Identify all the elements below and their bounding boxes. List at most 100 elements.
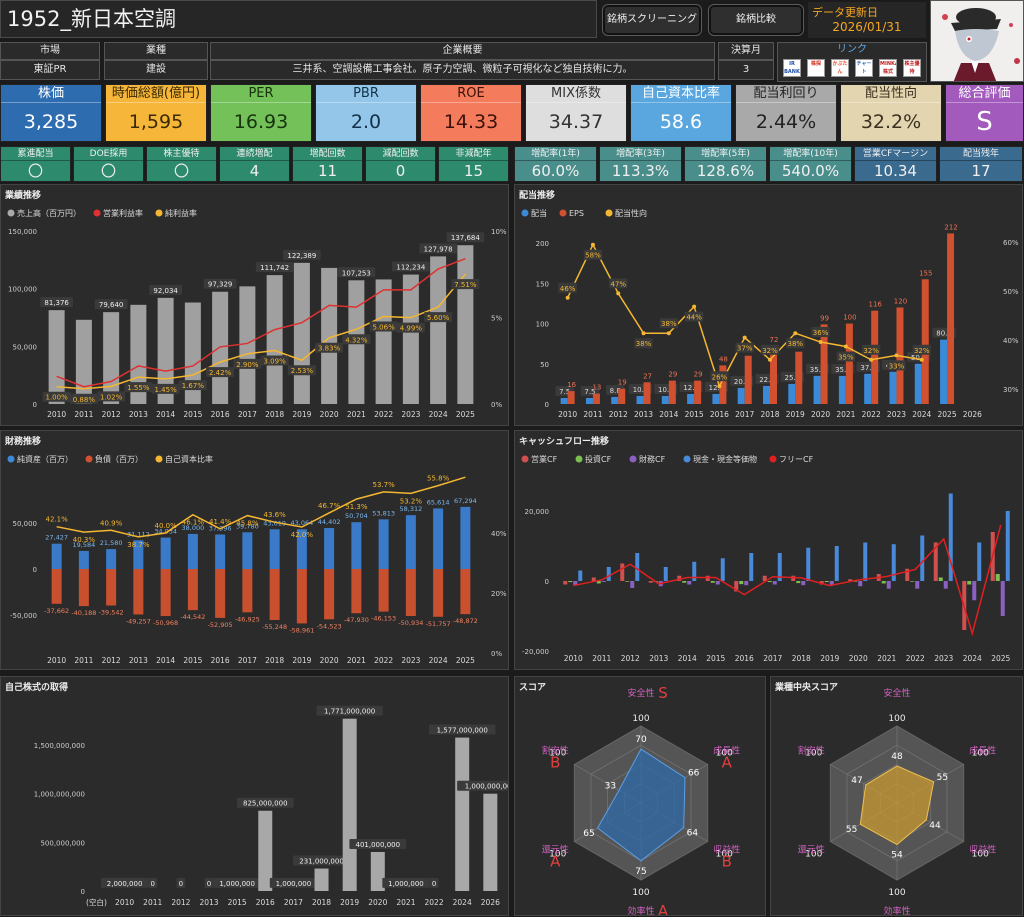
- data-label-bg: [634, 338, 653, 349]
- page-title: 1952_新日本空調: [0, 0, 597, 38]
- cf-title: キャッシュフロー推移: [519, 437, 610, 447]
- x-tick-label: 2020: [320, 656, 339, 665]
- y2-tick-label: 50%: [1003, 288, 1019, 296]
- legend-marker: [155, 209, 163, 217]
- link-icon[interactable]: 株探: [807, 59, 825, 77]
- buyback-label: 0: [432, 880, 436, 888]
- debt-bar: [405, 569, 416, 617]
- op-cf-bar: [591, 577, 596, 581]
- x-tick-label: 2018: [312, 898, 331, 907]
- dividend-label: 7.5: [584, 388, 595, 396]
- equity-bar: [160, 537, 171, 569]
- op-cf-bar: [848, 579, 853, 581]
- eps-bar: [694, 380, 702, 404]
- link-icon[interactable]: 株主優待: [903, 59, 921, 77]
- link-icon[interactable]: かぶたん: [831, 59, 849, 77]
- op-cf-bar: [648, 581, 653, 583]
- equity-bar: [324, 528, 335, 569]
- inv-cf-bar: [796, 581, 801, 584]
- y-tick-label: 0: [81, 888, 85, 896]
- x-tick-label: 2012: [102, 656, 121, 665]
- equity-ratio-line: [56, 476, 466, 538]
- payout-point: [793, 331, 798, 336]
- cash-bar: [606, 567, 611, 581]
- eps-label: 72: [770, 336, 779, 344]
- legend-label: EPS: [569, 209, 584, 218]
- radar-axis-label: 効率性: [627, 905, 654, 915]
- equity-ratio-label: 40.3%: [73, 536, 96, 544]
- legend-label: 負債（百万）: [95, 454, 143, 464]
- x-tick-label: 2010: [47, 656, 66, 665]
- metric-value: 3,285: [23, 111, 79, 133]
- legend-marker: [521, 209, 529, 217]
- stat-tile: 増配回数 11: [292, 146, 363, 182]
- debt-bar: [378, 569, 389, 612]
- dividend-bar: [560, 397, 568, 404]
- op-cf-bar: [734, 581, 739, 592]
- dividend-bar: [864, 373, 872, 404]
- x-tick-label: 2015: [183, 656, 202, 665]
- stat-label: 増配率(1年): [515, 147, 596, 161]
- debt-label: -50,934: [398, 619, 423, 627]
- equity-ratio-label: 55.8%: [427, 475, 450, 483]
- link-icon[interactable]: IR BANK: [783, 59, 801, 77]
- data-label-bg: [457, 780, 508, 791]
- equity-bar: [460, 506, 471, 569]
- data-label-bg: [342, 334, 371, 345]
- equity-bar: [215, 534, 226, 569]
- cash-bar: [863, 542, 868, 581]
- buyback-panel: 自己株式の取得 1,500,000,000 1,000,000,000 500,00…: [0, 676, 509, 916]
- x-tick-label: 2019: [292, 656, 311, 665]
- cf-chart: 営業CF 投資CF 財務CF 現金・現金等価物 フリーCF 20,000 0 -20,000 2…: [521, 454, 1011, 663]
- debt-label: -52,905: [208, 621, 233, 629]
- eps-label: 116: [868, 301, 882, 309]
- radar-shape: [859, 765, 935, 846]
- buyback-label: 2,000,000: [107, 880, 143, 888]
- sales-bar: [48, 310, 65, 404]
- payout-label: 47%: [610, 280, 626, 288]
- dividend-label: 80.0: [936, 330, 952, 338]
- radar-value: 48: [891, 752, 903, 762]
- link-icon[interactable]: チャート: [855, 59, 873, 77]
- x-tick-label: 2016: [211, 656, 230, 665]
- eps-label: 29: [668, 371, 677, 379]
- stat-value: 〇: [100, 162, 116, 180]
- data-label-bg: [149, 284, 183, 295]
- link-icon[interactable]: MINKABU株式: [879, 59, 897, 77]
- stat-value: 15: [463, 162, 484, 180]
- radar-max: 100: [805, 850, 822, 860]
- eps-bar: [592, 393, 600, 404]
- x-tick-label: 2025: [456, 656, 475, 665]
- data-label-bg: [382, 877, 430, 888]
- debt-label: -48,872: [453, 617, 478, 625]
- sales-bar: [375, 279, 392, 404]
- eps-label: 100: [843, 314, 856, 322]
- data-label-bg: [204, 878, 214, 888]
- eps-label: 19: [618, 379, 627, 387]
- radar-value: 64: [687, 829, 699, 839]
- x-tick-label: 2011: [592, 654, 611, 663]
- perf-chart: 売上高（百万円） 営業利益率 純利益率 150,000 100,000 50,000 0 10…: [7, 208, 507, 419]
- metric-value: 14.33: [443, 111, 499, 133]
- buyback-chart: 1,500,000,0001,000,000,000500,000,0000(空…: [34, 705, 508, 907]
- radar-value: 47: [851, 776, 862, 786]
- dividend-label: 12.5: [683, 384, 699, 392]
- data-label-bg: [40, 297, 74, 308]
- equity-bar: [78, 550, 89, 569]
- div-chart: 配当 EPS 配当性向 200 150 100 50 0 60% 50% 40% 30% 2010 7.5…: [521, 208, 1019, 419]
- equity-ratio-label: 41.4%: [209, 518, 232, 526]
- dividend-label: 7.5: [559, 388, 570, 396]
- data-label-bg: [760, 344, 780, 355]
- radar-value: 65: [583, 829, 594, 839]
- radar-max: 100: [716, 749, 733, 759]
- compare-button[interactable]: 銘柄比較: [708, 4, 804, 36]
- equity-label: 19,584: [73, 541, 96, 549]
- payout-label: 44%: [686, 314, 702, 322]
- payout-label: 35%: [838, 353, 854, 361]
- median-title: 業種中央スコア: [775, 683, 839, 693]
- stat-tile: 非減配年 15: [438, 146, 509, 182]
- sales-label: 122,389: [287, 252, 316, 260]
- stat-value: 10.34: [874, 162, 917, 180]
- screening-button[interactable]: 銘柄スクリーニング: [602, 4, 702, 36]
- x-tick-label: 2013: [129, 410, 148, 419]
